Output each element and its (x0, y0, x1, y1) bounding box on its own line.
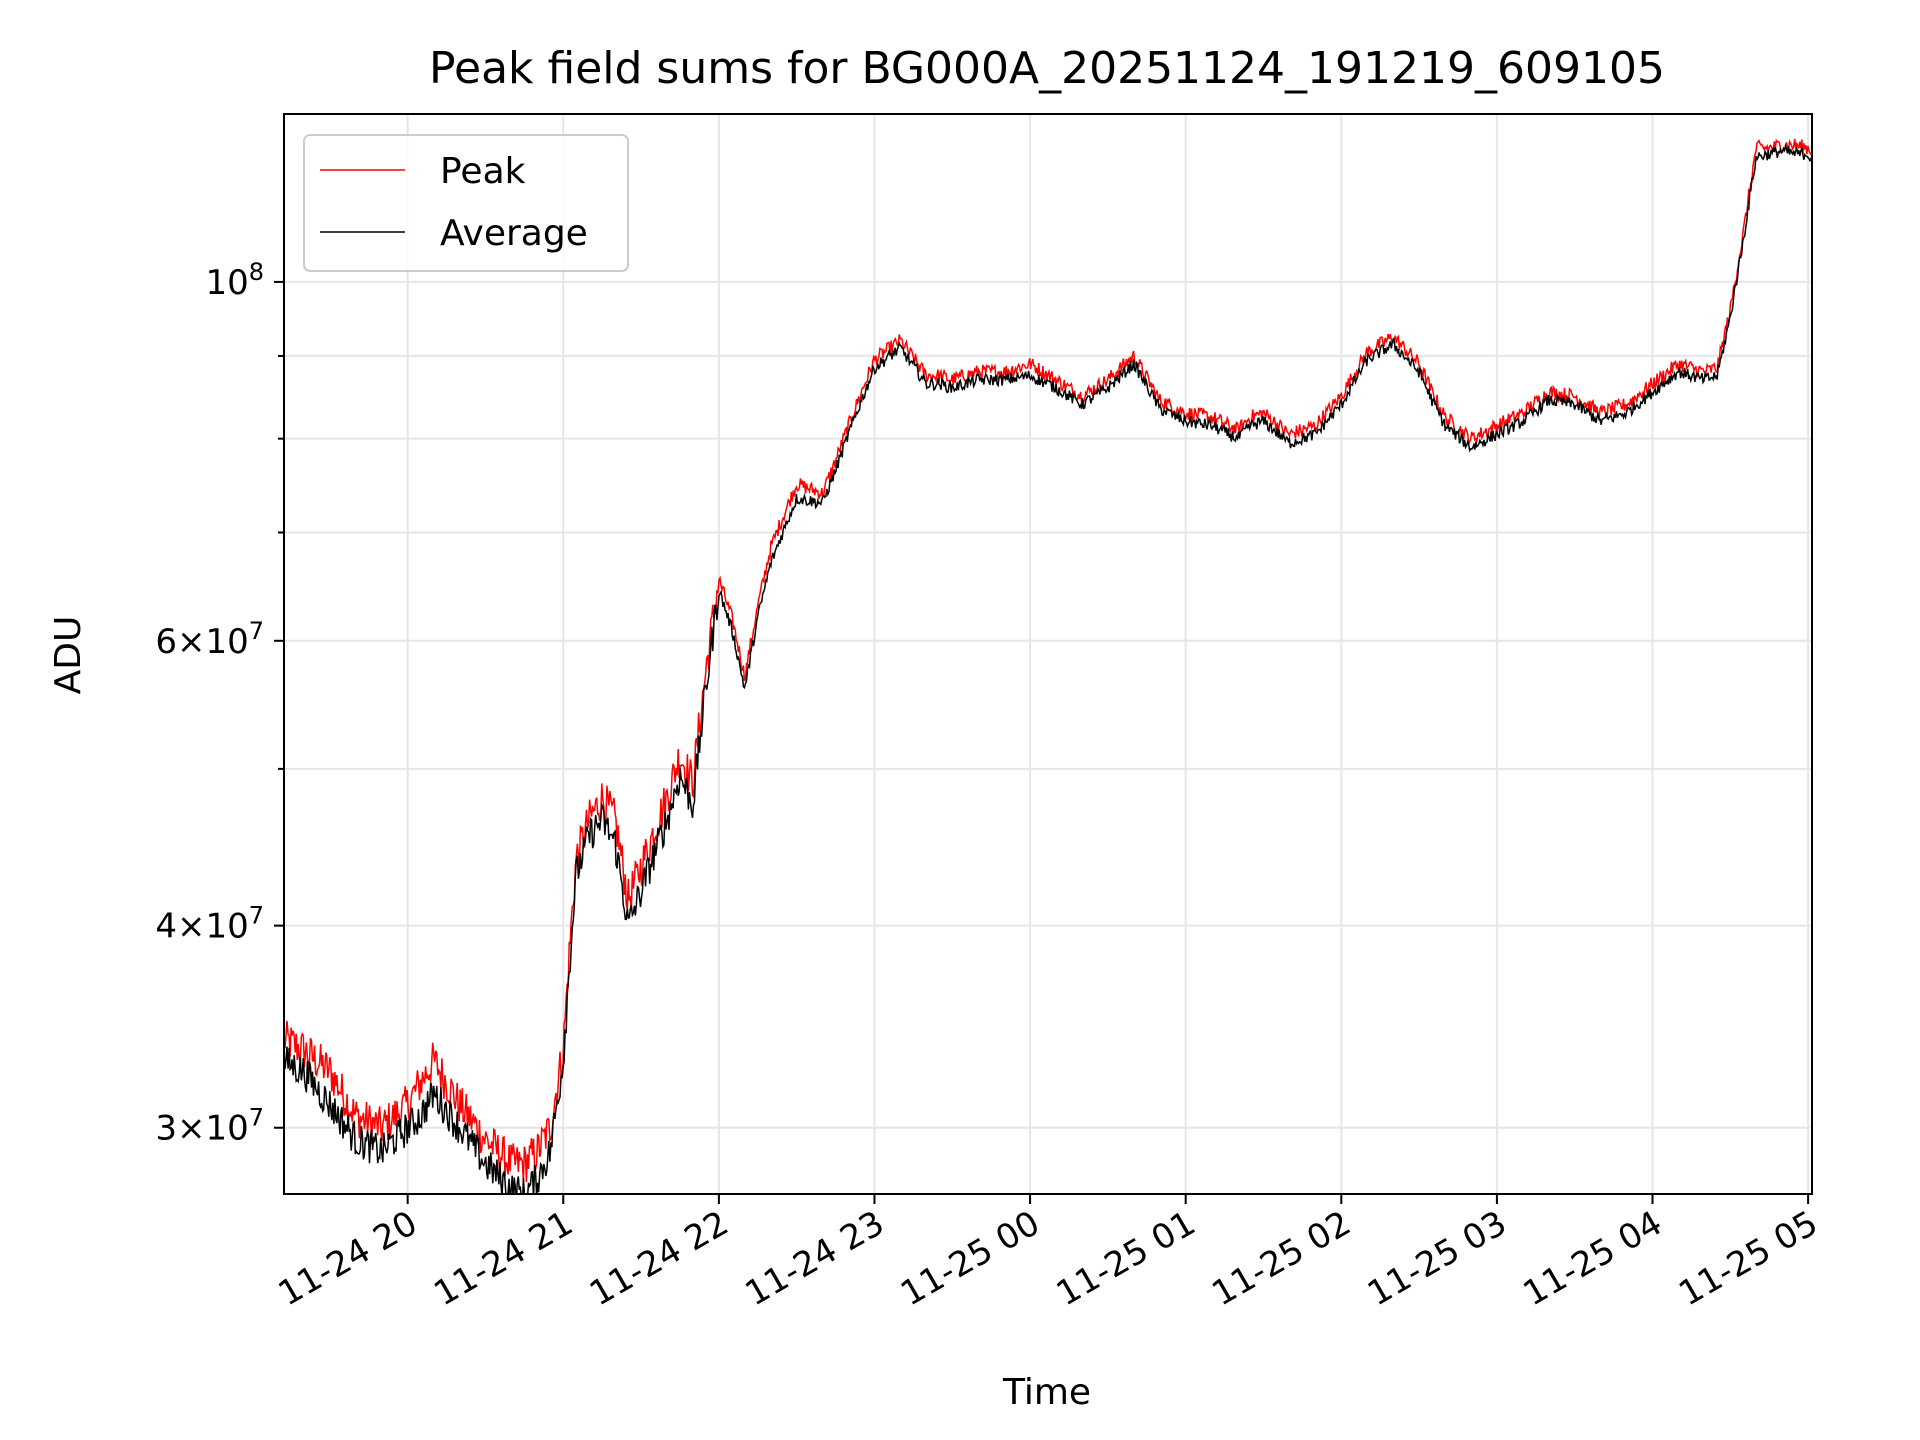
y-tick-label: 4×107 (155, 902, 264, 947)
y-tick-label: 3×107 (155, 1104, 264, 1149)
grid-lines (284, 114, 1812, 1194)
y-tick-label: 108 (205, 258, 264, 303)
y-axis-label: ADU (48, 616, 89, 695)
legend-frame (303, 134, 629, 272)
x-axis-label: Time (1002, 1372, 1091, 1413)
plot-lines (284, 138, 1812, 1194)
legend-label-average: Average (440, 213, 588, 254)
series-line-average (284, 143, 1812, 1194)
plot-frame (283, 113, 1813, 1195)
legend-label-peak: Peak (440, 151, 526, 192)
chart-title: Peak field sums for BG000A_20251124_1912… (429, 43, 1665, 94)
legend: Peak Average (303, 134, 629, 272)
y-tick-label: 6×107 (155, 617, 264, 662)
y-axis: 3×107 4×107 6×107 108 (155, 258, 284, 1149)
